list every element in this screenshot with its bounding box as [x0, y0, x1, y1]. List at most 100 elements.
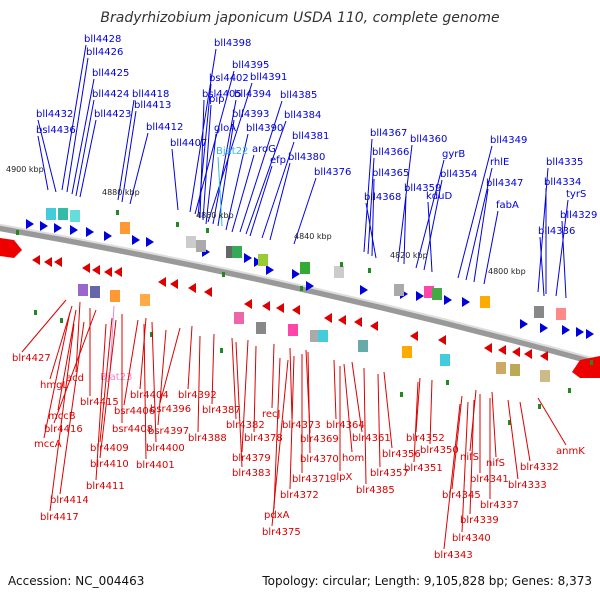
forward-gene-arrow[interactable] [562, 325, 570, 335]
forward-gene-label[interactable]: bll4376 [314, 167, 351, 178]
reverse-gene-arrow[interactable] [32, 255, 40, 265]
feature-block[interactable] [90, 286, 100, 298]
reverse-gene-label[interactable]: recJ [262, 409, 281, 420]
reverse-gene-arrow[interactable] [170, 279, 178, 289]
forward-gene-label[interactable]: Bjat22 [216, 146, 248, 157]
forward-gene-label[interactable]: bll4391 [250, 72, 287, 83]
feature-block[interactable] [424, 286, 434, 298]
feature-block[interactable] [540, 370, 550, 382]
feature-block[interactable] [186, 236, 196, 248]
feature-block[interactable] [234, 312, 244, 324]
forward-gene-arrow[interactable] [520, 319, 528, 329]
feature-block[interactable] [496, 362, 506, 374]
reverse-gene-label[interactable]: pdxA [264, 510, 290, 521]
reverse-gene-arrow[interactable] [438, 335, 446, 345]
forward-gene-arrow[interactable] [146, 237, 154, 247]
feature-block[interactable] [480, 296, 490, 308]
forward-gene-arrow[interactable] [360, 285, 368, 295]
forward-gene-arrow[interactable] [40, 221, 48, 231]
reverse-gene-arrow[interactable] [540, 351, 548, 361]
forward-gene-label[interactable]: efp [270, 155, 286, 166]
forward-gene-arrow[interactable] [26, 219, 34, 229]
reverse-gene-label[interactable]: blr4357 [370, 468, 409, 479]
reverse-gene-label[interactable]: blr4383 [232, 468, 271, 479]
feature-block[interactable] [226, 246, 236, 258]
reverse-gene-arrow[interactable] [204, 287, 212, 297]
forward-gene-label[interactable]: bll4366 [372, 147, 409, 158]
reverse-gene-label[interactable]: bsr4397 [148, 426, 189, 437]
forward-gene-label[interactable]: bll4360 [410, 134, 447, 145]
reverse-gene-label[interactable]: blr4411 [86, 481, 125, 492]
forward-gene-arrow[interactable] [292, 269, 300, 279]
reverse-gene-label[interactable]: blr4400 [146, 443, 185, 454]
forward-gene-arrow[interactable] [576, 327, 584, 337]
reverse-gene-arrow[interactable] [44, 257, 52, 267]
reverse-gene-label[interactable]: blr4345 [442, 490, 481, 501]
forward-gene-arrow[interactable] [586, 329, 594, 339]
reverse-gene-label[interactable]: blr4356 [382, 449, 421, 460]
feature-block[interactable] [288, 324, 298, 336]
forward-gene-label[interactable]: bll4395 [232, 60, 269, 71]
reverse-gene-label[interactable]: blr4341 [470, 474, 509, 485]
reverse-gene-label[interactable]: blr4409 [90, 443, 129, 454]
forward-gene-label[interactable]: aroG [252, 144, 276, 155]
reverse-gene-label[interactable]: blr4361 [352, 433, 391, 444]
feature-block[interactable] [70, 210, 80, 222]
feature-block[interactable] [440, 354, 450, 366]
reverse-gene-label[interactable]: blr4351 [404, 463, 443, 474]
reverse-gene-label[interactable]: nifS [486, 458, 505, 469]
forward-gene-label[interactable]: bll4365 [372, 168, 409, 179]
reverse-gene-label[interactable]: blr4388 [188, 433, 227, 444]
feature-block[interactable] [402, 346, 412, 358]
forward-gene-label[interactable]: bll4367 [370, 128, 407, 139]
reverse-gene-label[interactable]: blr4372 [280, 490, 319, 501]
reverse-gene-arrow[interactable] [82, 263, 90, 273]
feature-block[interactable] [58, 208, 68, 220]
forward-gene-label[interactable]: bll4380 [288, 152, 325, 163]
forward-gene-label[interactable]: gyrB [442, 149, 465, 160]
feature-block[interactable] [110, 290, 120, 302]
forward-gene-arrow[interactable] [54, 223, 62, 233]
reverse-gene-label[interactable]: Bjat23 [100, 372, 132, 383]
reverse-gene-label[interactable]: blr4416 [44, 424, 83, 435]
reverse-gene-label[interactable]: blr4340 [452, 533, 491, 544]
reverse-gene-arrow[interactable] [484, 343, 492, 353]
forward-gene-label[interactable]: rhlE [490, 157, 509, 168]
reverse-gene-arrow[interactable] [292, 305, 300, 315]
reverse-gene-label[interactable]: blr4339 [460, 515, 499, 526]
reverse-gene-arrow[interactable] [524, 349, 532, 359]
reverse-gene-label[interactable]: blr4350 [420, 445, 459, 456]
reverse-gene-label[interactable]: blr4352 [406, 433, 445, 444]
reverse-gene-arrow[interactable] [338, 315, 346, 325]
forward-gene-label[interactable]: bll4381 [292, 131, 329, 142]
forward-gene-label[interactable]: bll4413 [134, 100, 171, 111]
reverse-gene-label[interactable]: blr4387 [202, 405, 241, 416]
feature-block[interactable] [358, 340, 368, 352]
reverse-gene-arrow[interactable] [498, 345, 506, 355]
feature-block[interactable] [334, 266, 344, 278]
reverse-gene-arrow[interactable] [410, 331, 418, 341]
forward-gene-label[interactable]: bll4368 [364, 192, 401, 203]
feature-block[interactable] [318, 330, 328, 342]
forward-gene-arrow[interactable] [70, 225, 78, 235]
reverse-gene-label[interactable]: hom [342, 453, 364, 464]
forward-gene-label[interactable]: bll4385 [280, 90, 317, 101]
reverse-gene-label[interactable]: blr4414 [50, 495, 89, 506]
reverse-gene-label[interactable]: blr4364 [326, 420, 365, 431]
forward-gene-label[interactable]: bsl4405 [202, 89, 242, 100]
feature-block[interactable] [46, 208, 56, 220]
feature-block[interactable] [196, 240, 206, 252]
forward-gene-arrow[interactable] [104, 231, 112, 241]
reverse-gene-arrow[interactable] [276, 303, 284, 313]
feature-block[interactable] [258, 254, 268, 266]
forward-gene-label[interactable]: bll4359 [404, 183, 441, 194]
forward-gene-arrow[interactable] [86, 227, 94, 237]
forward-gene-label[interactable]: bll4398 [214, 38, 251, 49]
reverse-gene-label[interactable]: hmgL [40, 380, 68, 391]
reverse-gene-label[interactable]: blr4392 [178, 390, 217, 401]
forward-gene-label[interactable]: bll4349 [490, 135, 527, 146]
reverse-gene-label[interactable]: blr4401 [136, 460, 175, 471]
forward-gene-label[interactable]: bll4354 [440, 169, 477, 180]
forward-gene-label[interactable]: bll4432 [36, 109, 73, 120]
reverse-gene-label[interactable]: blr4337 [480, 500, 519, 511]
